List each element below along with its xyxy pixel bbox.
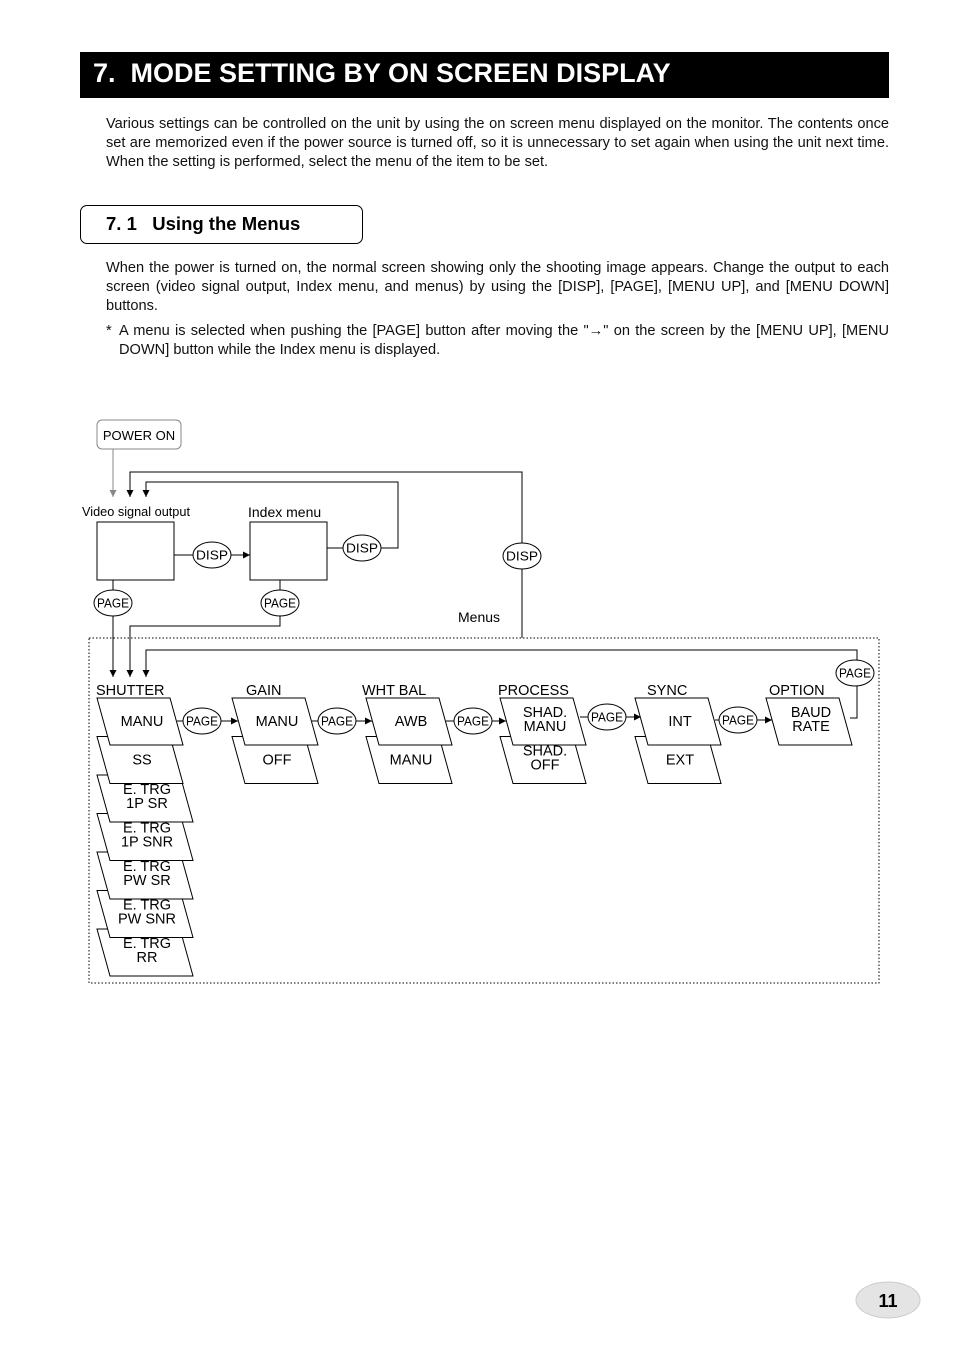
- intro: Various settings can be controlled on th…: [106, 116, 889, 170]
- button-label: PAGE: [186, 715, 218, 729]
- button-label: PAGE: [264, 597, 296, 611]
- page-number-badge: [855, 1281, 921, 1319]
- menu-item-label: E. TRG: [123, 936, 171, 952]
- menu-item-label: INT: [668, 714, 692, 730]
- button-label: PAGE: [321, 715, 353, 729]
- paragraph: When the power is turned on, the normal …: [106, 260, 889, 314]
- menu-item-label: EXT: [666, 753, 694, 769]
- menu-name: PROCESS: [498, 683, 569, 699]
- button-label: PAGE: [722, 714, 754, 728]
- menu-item: [765, 697, 853, 746]
- menu-item-label: PW SNR: [118, 912, 176, 928]
- connector: [145, 649, 858, 719]
- button: [317, 707, 357, 735]
- button: [192, 541, 232, 569]
- menu-item-label: E. TRG: [123, 821, 171, 837]
- index-screen: [249, 521, 328, 581]
- button-label: PAGE: [457, 715, 489, 729]
- button: [587, 703, 627, 731]
- menu-item: [634, 697, 722, 746]
- menu-item-label: PW SR: [123, 873, 171, 889]
- connector: [145, 481, 399, 549]
- section-title: 7. 1 Using the Menus: [106, 213, 301, 234]
- menu-name: SHUTTER: [96, 683, 164, 699]
- menu-item-label: 1P SNR: [121, 835, 173, 851]
- menu-item: [365, 697, 453, 746]
- video-screen: [96, 521, 175, 581]
- menu-item-label: MANU: [390, 753, 433, 769]
- video-label: Video signal output: [82, 505, 191, 519]
- section-box: [80, 205, 363, 244]
- menu-item-label: MANU: [121, 714, 164, 730]
- menu-item-label: E. TRG: [123, 782, 171, 798]
- menu-item-label: SHAD.: [523, 705, 567, 721]
- button: [718, 706, 758, 734]
- menu-item-label: OFF: [531, 758, 560, 774]
- menu-item-label: RATE: [792, 719, 830, 735]
- button-label: PAGE: [591, 711, 623, 725]
- menu-name: WHT BAL: [362, 683, 426, 699]
- menu-name: SYNC: [647, 683, 687, 699]
- power-on-box: [96, 419, 182, 450]
- menu-item-label: RR: [137, 950, 158, 966]
- button-label: DISP: [346, 542, 378, 556]
- menu-name: GAIN: [246, 683, 281, 699]
- button: [835, 659, 875, 687]
- button-label: DISP: [506, 550, 538, 564]
- title-bar: [80, 52, 889, 98]
- button-label: PAGE: [97, 597, 129, 611]
- menu-item-label: AWB: [395, 714, 428, 730]
- menu-item: [499, 697, 587, 746]
- menu-item-label: E. TRG: [123, 859, 171, 875]
- button: [453, 707, 493, 735]
- title: 7. MODE SETTING BY ON SCREEN DISPLAY: [93, 58, 671, 88]
- menu-item-label: MANU: [524, 719, 567, 735]
- menu-item-label: BAUD: [791, 705, 831, 721]
- menu-item-label: 1P SR: [126, 796, 168, 812]
- button: [502, 542, 542, 570]
- note: A menu is selected when pushing the [PAG…: [119, 323, 889, 358]
- power-on: POWER ON: [103, 428, 175, 443]
- button-label: DISP: [196, 549, 228, 563]
- button: [342, 534, 382, 562]
- page-number: 11: [878, 1291, 897, 1311]
- menu-item-label: SHAD.: [523, 744, 567, 760]
- index-label: Index menu: [248, 504, 321, 520]
- menu-item-label: MANU: [256, 714, 299, 730]
- menu-item: [96, 697, 184, 746]
- connector: [126, 580, 281, 677]
- note-marker: *: [106, 323, 112, 339]
- menu-item-label: OFF: [263, 753, 292, 769]
- menus-area: [88, 637, 880, 984]
- button: [260, 589, 300, 617]
- button: [182, 707, 222, 735]
- menu-item: [231, 697, 319, 746]
- menus-label: Menus: [458, 609, 500, 625]
- menu-item-label: SS: [132, 753, 151, 769]
- menu-name: OPTION: [769, 683, 825, 699]
- button-label: PAGE: [839, 667, 871, 681]
- menu-item-label: E. TRG: [123, 898, 171, 914]
- button: [93, 589, 133, 617]
